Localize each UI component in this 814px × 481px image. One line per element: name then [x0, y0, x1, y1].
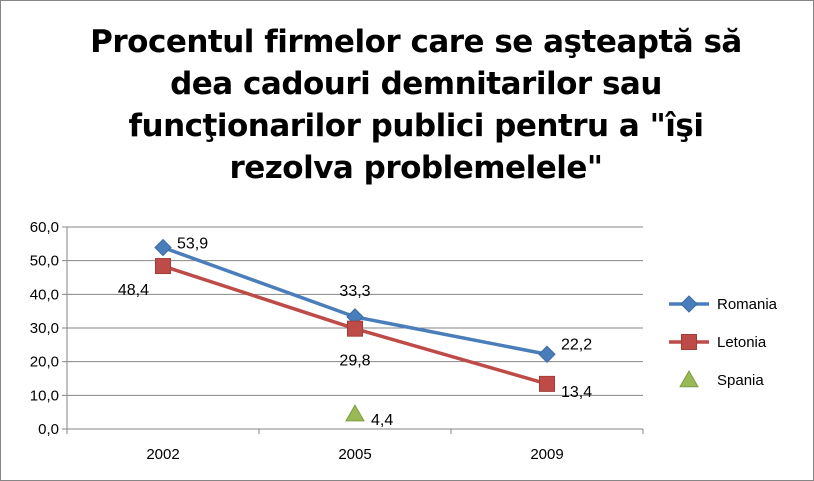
- legend-label-letonia: Letonia: [717, 334, 767, 351]
- data-label-letonia: 48,4: [118, 282, 149, 299]
- data-label-romania: 22,2: [561, 336, 592, 353]
- marker-romania: [538, 345, 556, 363]
- data-label-spania: 4,4: [371, 412, 393, 429]
- marker-romania: [154, 238, 172, 257]
- x-tick-label: 2005: [338, 446, 371, 463]
- x-tick-label: 2009: [530, 446, 563, 463]
- y-tick-label: 20,0: [30, 354, 59, 371]
- data-label-romania: 53,9: [177, 236, 208, 253]
- axes: 0,0 10,0 20,0 30,0 40,0 50,0 60,0 2002 2005 2009: [30, 219, 644, 463]
- y-tick-label: 10,0: [30, 387, 59, 404]
- data-label-romania: 33,3: [339, 283, 370, 300]
- series-line-romania: [162, 245, 548, 356]
- legend: Romania Letonia Spania: [669, 295, 778, 389]
- legend-label-spania: Spania: [717, 372, 764, 389]
- series-layer: [154, 238, 556, 422]
- legend-marker-romania: [680, 295, 698, 313]
- data-label-letonia: 29,8: [339, 353, 370, 370]
- x-tick-label: 2002: [146, 446, 179, 463]
- marker-spania: [345, 404, 365, 422]
- marker-letonia: [155, 258, 171, 275]
- y-tick-label: 40,0: [30, 286, 59, 303]
- legend-label-romania: Romania: [717, 296, 778, 313]
- y-tick-label: 60,0: [30, 219, 59, 236]
- data-label-letonia: 13,4: [561, 384, 592, 401]
- chart-title: Procentul firmelor care se aşteaptă să d…: [90, 24, 742, 186]
- marker-letonia: [539, 375, 555, 392]
- legend-marker-letonia: [681, 334, 697, 350]
- y-tick-label: 30,0: [30, 320, 59, 337]
- data-labels: 53,9 33,3 22,2 48,4 29,8 13,4 4,4: [118, 236, 592, 430]
- legend-marker-spania: [679, 369, 699, 388]
- marker-letonia: [347, 320, 363, 337]
- y-tick-label: 0,0: [38, 421, 59, 438]
- y-tick-label: 50,0: [30, 253, 59, 270]
